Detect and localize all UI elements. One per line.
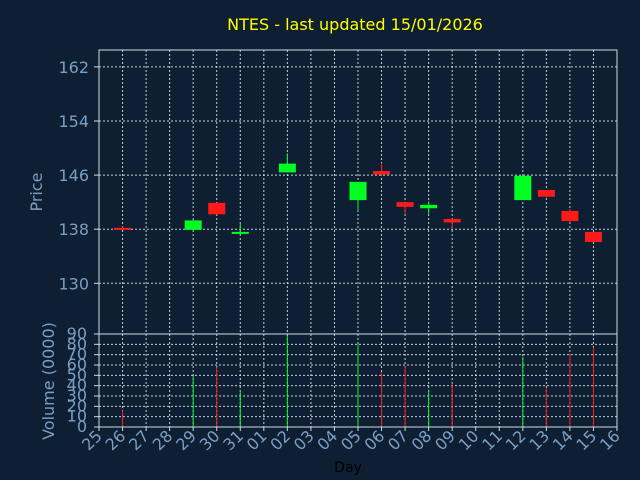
volume-tick-label: 10 xyxy=(67,407,87,426)
candle-body xyxy=(537,189,555,197)
volume-tick-label: 50 xyxy=(67,365,87,384)
price-tick-label: 162 xyxy=(58,58,89,77)
price-tick-label: 154 xyxy=(58,112,89,131)
price-panel: 130 138 146 154 162 xyxy=(58,49,618,335)
volume-tick-label: 90 xyxy=(67,324,87,343)
candle-body xyxy=(278,163,296,173)
price-tick-label: 138 xyxy=(58,220,89,239)
volume-tick-label: 20 xyxy=(67,396,87,415)
candle-body xyxy=(561,210,579,222)
candle-body xyxy=(443,219,461,223)
x-tick-label: 16 xyxy=(596,426,624,454)
candle-body xyxy=(114,227,132,230)
candle-body xyxy=(514,175,532,201)
volume-tick-label: 80 xyxy=(67,334,87,353)
candle-body xyxy=(396,202,414,207)
volume-tick-label: 40 xyxy=(67,376,87,395)
price-tick-label: 130 xyxy=(58,274,89,293)
x-axis-label: Day xyxy=(334,460,362,476)
price-tick-label: 146 xyxy=(58,166,89,185)
candle-body xyxy=(231,231,249,234)
candle-body xyxy=(420,204,438,209)
volume-panel: 0102030405060708090252627282930310102030… xyxy=(67,324,624,454)
volume-tick-label: 30 xyxy=(67,386,87,405)
candle-body xyxy=(584,231,602,243)
candle-body xyxy=(349,181,367,201)
volume-tick-label: 60 xyxy=(67,355,87,374)
candle-body xyxy=(373,171,391,175)
volume-tick-label: 0 xyxy=(77,417,87,436)
candle-body xyxy=(208,202,226,215)
price-axis-label: Price xyxy=(27,172,46,211)
volume-axis-label: Volume (0000) xyxy=(39,322,58,440)
candle-body xyxy=(184,220,202,230)
volume-tick-label: 70 xyxy=(67,345,87,364)
chart-title: NTES - last updated 15/01/2026 xyxy=(227,15,483,34)
